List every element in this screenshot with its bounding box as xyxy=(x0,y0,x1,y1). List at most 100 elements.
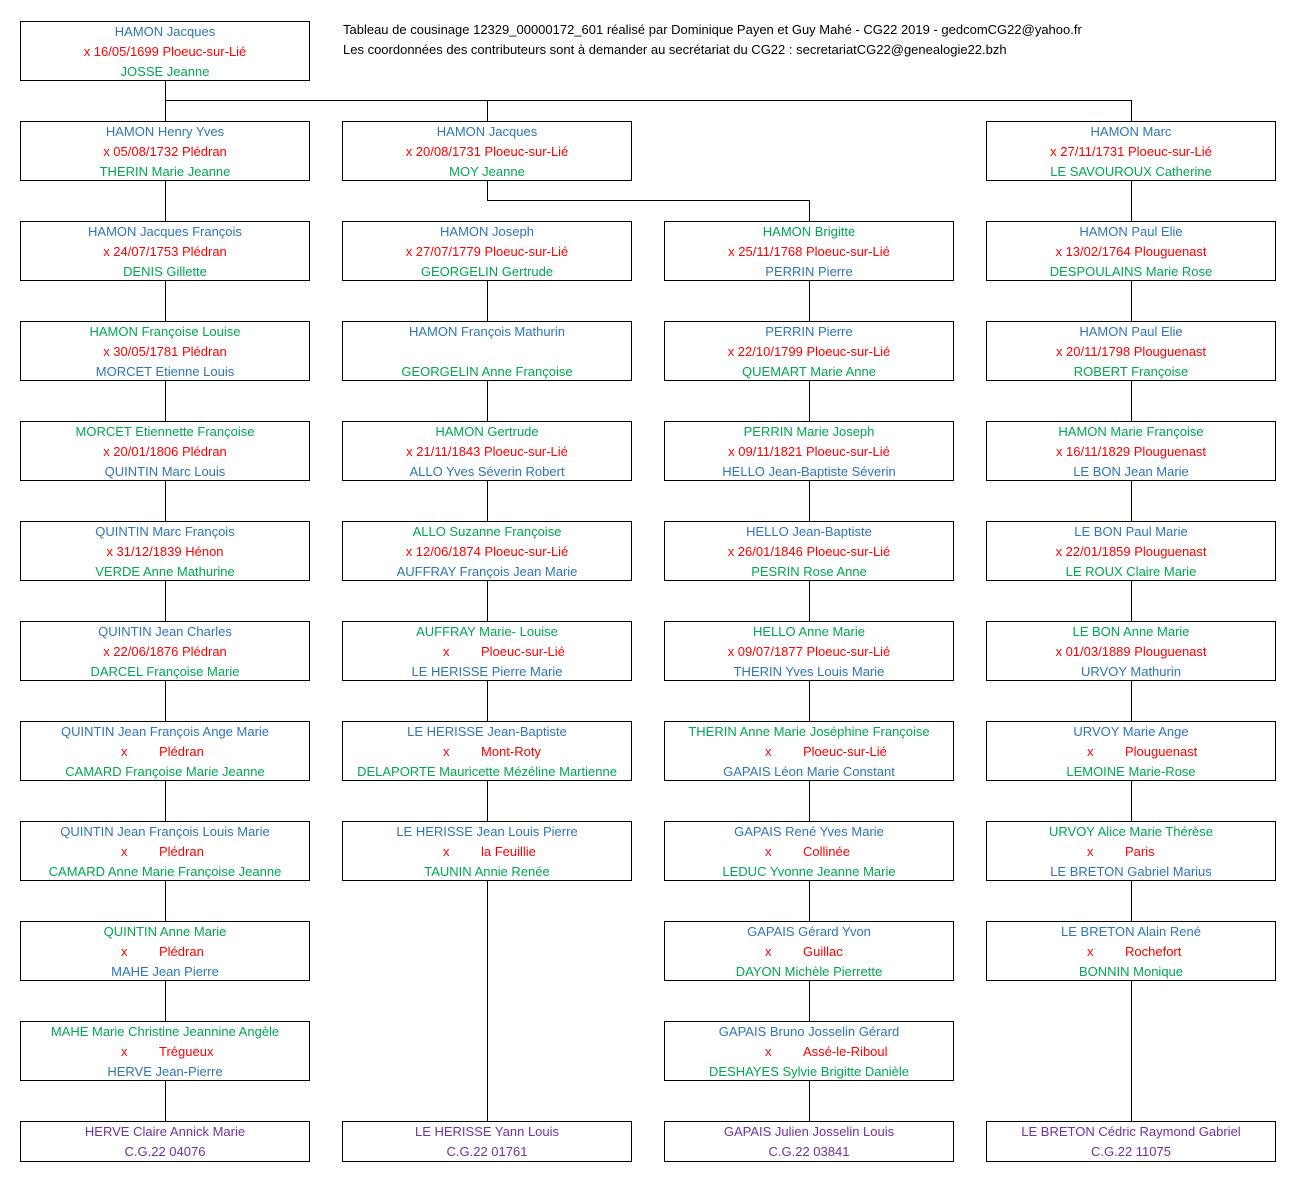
marriage-mark: x xyxy=(443,744,450,759)
person-2-name: DELAPORTE Mauricette Mézéline Martienne xyxy=(357,764,617,779)
couple-box: PERRIN Pierre x 22/10/1799 Ploeuc-sur-Lié… xyxy=(664,321,954,381)
person-1-name: MAHE Marie Christine Jeannine Angèle xyxy=(50,1024,280,1039)
person-1-name: HAMON Marie Françoise xyxy=(1058,424,1204,439)
connector xyxy=(809,981,810,1021)
marriage-info: x 22/10/1799 Ploeuc-sur-Lié xyxy=(727,344,891,359)
connector xyxy=(165,381,166,421)
couple-box: MORCET Etiennette Françoise x 20/01/1806 … xyxy=(20,421,310,481)
person-2-name: TAUNIN Annie Renée xyxy=(424,864,550,879)
couple-box: LE BON Anne Marie x 01/03/1889 Plouguenas… xyxy=(986,621,1276,681)
couple-box: QUINTIN Jean François Ange Marie x Plédran… xyxy=(20,721,310,781)
person-2-name: HELLO Jean-Baptiste Séverin xyxy=(722,464,896,479)
person-1-name: HAMON Brigitte xyxy=(762,224,856,239)
connector xyxy=(1131,281,1132,321)
connector-to-descendant xyxy=(1131,981,1132,1121)
person-2-name: MAHE Jean Pierre xyxy=(111,964,219,979)
connector xyxy=(165,881,166,921)
connector xyxy=(487,281,488,321)
person-1-name: GAPAIS Gérard Yvon xyxy=(747,924,871,939)
person-2-name: QUINTIN Marc Louis xyxy=(104,464,226,479)
marriage-info: x 26/01/1846 Ploeuc-sur-Lié xyxy=(727,544,891,559)
person-1-name: HAMON Paul Elie xyxy=(1079,324,1183,339)
marriage-info: x 20/11/1798 Plouguenast xyxy=(1055,344,1207,359)
person-2-name: GAPAIS Léon Marie Constant xyxy=(723,764,895,779)
person-2-name: CAMARD Françoise Marie Jeanne xyxy=(65,764,265,779)
person-2-name: DESHAYES Sylvie Brigitte Danièle xyxy=(709,1064,909,1079)
person-2-name: URVOY Mathurin xyxy=(1081,664,1181,679)
root-couple-box: HAMON Jacques x 16/05/1699 Ploeuc-sur-Lié… xyxy=(20,21,310,81)
person-1-name: URVOY Alice Marie Thérèse xyxy=(1048,824,1214,839)
person-1-name: HAMON Gertrude xyxy=(435,424,539,439)
descendant-box: HERVE Claire Annick Marie C.G.22 04076 xyxy=(20,1121,310,1162)
connector xyxy=(1131,381,1132,421)
marriage-info: x 27/07/1779 Ploeuc-sur-Lié xyxy=(405,244,569,259)
person-1-name: LE BRETON Alain René xyxy=(1061,924,1201,939)
person-2-name: VERDE Anne Mathurine xyxy=(95,564,235,579)
marriage-mark: x xyxy=(121,944,128,959)
connector xyxy=(165,481,166,521)
descendant-name: HERVE Claire Annick Marie xyxy=(84,1124,246,1139)
person-1-name: PERRIN Pierre xyxy=(765,324,853,339)
marriage-place: Ploeuc-sur-Lié xyxy=(481,644,565,659)
connector xyxy=(165,281,166,321)
marriage-info: x 12/06/1874 Ploeuc-sur-Lié xyxy=(405,544,569,559)
person-1-name: URVOY Marie Ange xyxy=(1073,724,1189,739)
couple-box: HELLO Anne Marie x 09/07/1877 Ploeuc-sur-… xyxy=(664,621,954,681)
person-2-name: LE HERISSE Pierre Marie xyxy=(411,664,563,679)
marriage-info: x 09/11/1821 Ploeuc-sur-Lié xyxy=(728,444,890,459)
person-1-name: GAPAIS René Yves Marie xyxy=(734,824,884,839)
couple-box: PERRIN Marie Joseph x 09/11/1821 Ploeuc-s… xyxy=(664,421,954,481)
connector xyxy=(1131,481,1132,521)
marriage-mark: x xyxy=(443,644,450,659)
person-1-name: GAPAIS Bruno Josselin Gérard xyxy=(718,1024,900,1039)
couple-box: MAHE Marie Christine Jeannine Angèle x Tré… xyxy=(20,1021,310,1081)
person-1-name: HAMON Marc xyxy=(1090,124,1172,139)
couple-box: HAMON Marie Françoise x 16/11/1829 Plougu… xyxy=(986,421,1276,481)
couple-box: HAMON Françoise Louise x 30/05/1781 Plédr… xyxy=(20,321,310,381)
marriage-place: Trégueux xyxy=(159,1044,214,1059)
member-code: C.G.22 04076 xyxy=(124,1144,206,1159)
person-1-name: LE BON Paul Marie xyxy=(1074,524,1188,539)
person-1-name: HAMON François Mathurin xyxy=(408,324,566,339)
connector xyxy=(1131,581,1132,621)
couple-box: HAMON Joseph x 27/07/1779 Ploeuc-sur-Lié G… xyxy=(342,221,632,281)
marriage-info: x 16/11/1829 Plouguenast xyxy=(1055,444,1207,459)
member-code: C.G.22 03841 xyxy=(768,1144,850,1159)
gen1-connector-0 xyxy=(165,100,166,121)
marriage-info: x 20/08/1731 Ploeuc-sur-Lié xyxy=(405,144,569,159)
connector xyxy=(487,781,488,821)
marriage-info xyxy=(343,342,631,362)
marriage-info: x 09/07/1877 Ploeuc-sur-Lié xyxy=(727,644,891,659)
descendant-name: LE HERISSE Yann Louis xyxy=(414,1124,560,1139)
couple-box: URVOY Alice Marie Thérèse x Paris LE BRETON… xyxy=(986,821,1276,881)
connector xyxy=(809,781,810,821)
marriage-info: x 16/05/1699 Ploeuc-sur-Lié xyxy=(83,44,247,59)
person-1-name: THERIN Anne Marie Joséphine Françoise xyxy=(688,724,930,739)
connector-to-descendant xyxy=(487,881,488,1121)
connector xyxy=(487,381,488,421)
person-1-name: LE HERISSE Jean Louis Pierre xyxy=(396,824,578,839)
marriage-info: x 31/12/1839 Hénon xyxy=(106,544,224,559)
marriage-info: x 22/06/1876 Plédran xyxy=(103,644,227,659)
person-2-name: LEMOINE Marie-Rose xyxy=(1066,764,1196,779)
person-1-name: QUINTIN Jean François Ange Marie xyxy=(60,724,270,739)
marriage-place: Plouguenast xyxy=(1125,744,1198,759)
marriage-info: x 22/01/1859 Plouguenast xyxy=(1055,544,1207,559)
couple-box: THERIN Anne Marie Joséphine Françoise x Pl… xyxy=(664,721,954,781)
couple-box: QUINTIN Jean Charles x 22/06/1876 Plédran… xyxy=(20,621,310,681)
person-2-name: LE SAVOUROUX Catherine xyxy=(1050,164,1212,179)
marriage-place: la Feuillie xyxy=(481,844,536,859)
marriage-mark: x xyxy=(121,844,128,859)
person-1-name: HAMON Françoise Louise xyxy=(89,324,241,339)
marriage-mark: x xyxy=(765,744,772,759)
person-1-name: AUFFRAY Marie- Louise xyxy=(416,624,558,639)
person-1-name: HELLO Jean-Baptiste xyxy=(746,524,872,539)
marriage-mark: x xyxy=(765,1044,772,1059)
couple-box: QUINTIN Jean François Louis Marie x Plédra… xyxy=(20,821,310,881)
person-2-name: DENIS Gillette xyxy=(123,264,207,279)
col2-branch-horizontal xyxy=(487,200,810,201)
person-2-name: ROBERT Françoise xyxy=(1073,364,1189,379)
couple-box: HAMON Henry Yves x 05/08/1732 Plédran THER… xyxy=(20,121,310,181)
connector xyxy=(809,881,810,921)
